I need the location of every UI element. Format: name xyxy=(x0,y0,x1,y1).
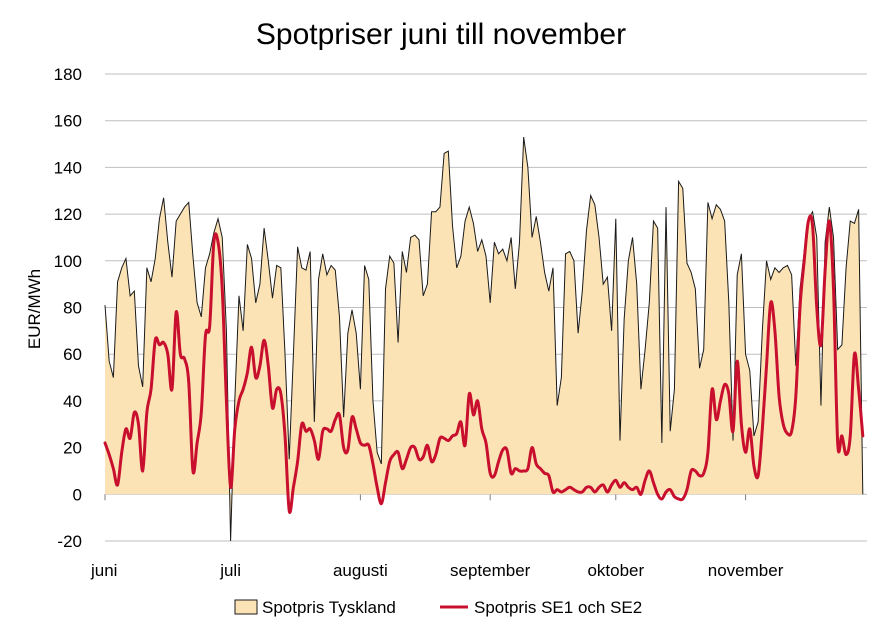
area-outline-tyskland xyxy=(104,136,864,542)
y-tick-label: 180 xyxy=(54,65,82,84)
y-tick-label: 20 xyxy=(63,439,82,458)
y-tick-label: 160 xyxy=(54,112,82,131)
y-axis-label: EUR/MWh xyxy=(25,269,44,349)
legend: Spotpris Tyskland Spotpris SE1 och SE2 xyxy=(234,598,642,617)
x-tick-label: oktober xyxy=(587,561,644,580)
y-tick-label: 120 xyxy=(54,205,82,224)
legend-label-area: Spotpris Tyskland xyxy=(262,598,396,617)
x-tick-labels: juni juli augusti september oktober november xyxy=(90,561,784,580)
y-tick-label: 100 xyxy=(54,252,82,271)
y-tick-labels: -20 0 20 40 60 80 100 120 140 160 180 xyxy=(54,65,82,551)
x-tick-label: november xyxy=(708,561,784,580)
x-tick-marks xyxy=(104,494,747,501)
x-tick-label: september xyxy=(450,561,531,580)
legend-swatch-area xyxy=(234,599,258,615)
y-tick-label: 140 xyxy=(54,158,82,177)
y-tick-label: 80 xyxy=(63,299,82,318)
x-tick-label: juni xyxy=(90,561,117,580)
y-tick-label: 40 xyxy=(63,392,82,411)
area-fill-tyskland xyxy=(105,137,863,542)
y-tick-label: 60 xyxy=(63,345,82,364)
chart-title: Spotpriser juni till november xyxy=(256,18,626,51)
legend-label-line: Spotpris SE1 och SE2 xyxy=(474,598,642,617)
line-se1-se2 xyxy=(103,214,865,514)
y-tick-label: -20 xyxy=(57,532,82,551)
plot-area xyxy=(103,136,865,542)
x-tick-label: juli xyxy=(219,561,241,580)
y-tick-label: 0 xyxy=(73,485,82,504)
x-tick-label: augusti xyxy=(333,561,388,580)
